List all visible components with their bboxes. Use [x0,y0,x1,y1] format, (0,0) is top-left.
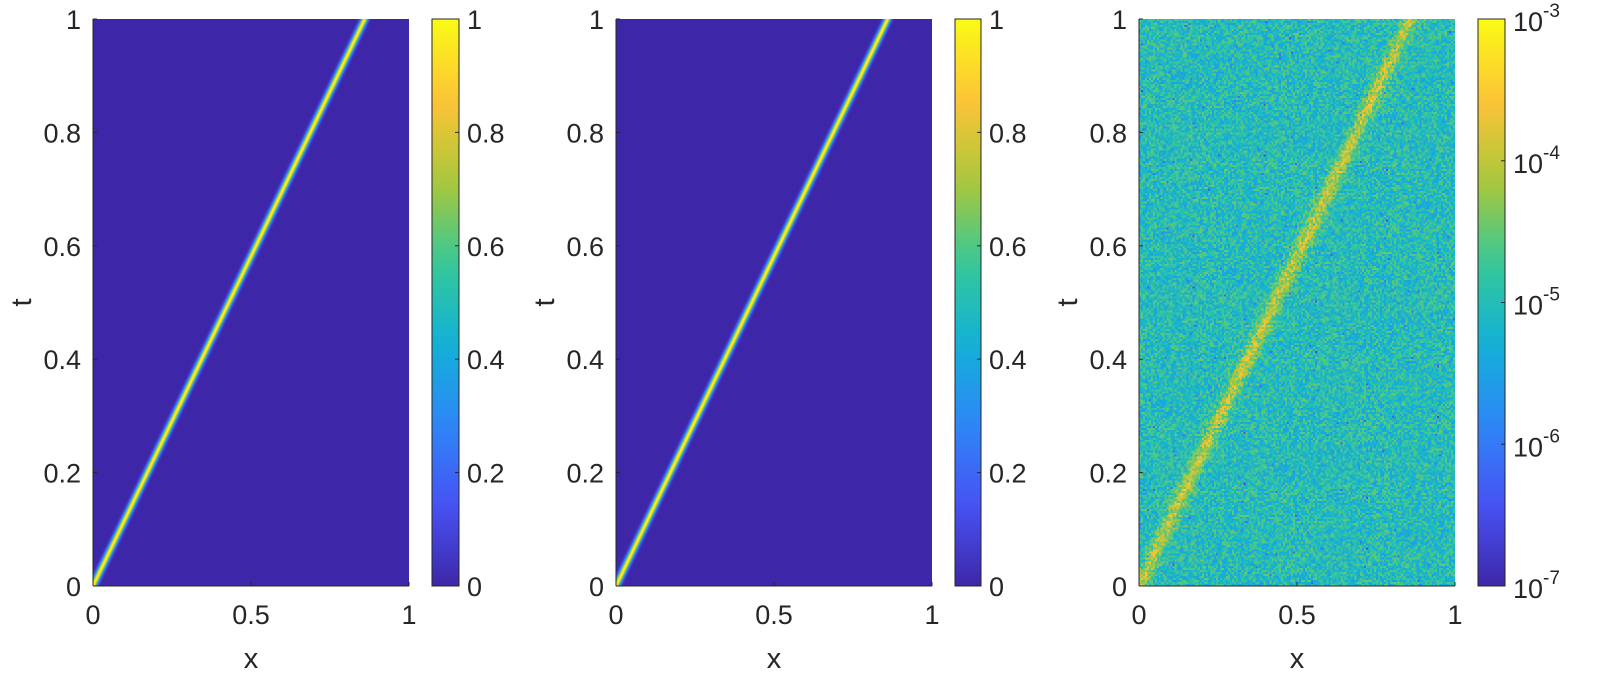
colorbar [1477,18,1506,587]
colorbar-tick-label: 0.6 [467,232,505,262]
x-tick-label: 1 [924,600,939,630]
x-tick-label: 0.5 [755,600,793,630]
colorbar-tick-label: 1 [989,5,1004,35]
y-tick-label: 1 [66,5,81,35]
x-tick-label: 0.5 [232,600,270,630]
y-tick-label: 0.2 [43,459,81,489]
colorbar-tick-label: 10-5 [1513,285,1560,321]
y-tick-label: 0.6 [43,232,81,262]
colorbar-tick-label: 10-7 [1513,568,1560,604]
colorbar-tick-label: 0 [989,572,1004,602]
colorbar-tick-label: 0.4 [989,345,1027,375]
y-tick-label: 0.4 [566,345,604,375]
y-tick-label: 1 [589,5,604,35]
colorbar [954,18,982,587]
colorbar-tick-label: 10-3 [1513,1,1560,37]
y-tick-label: 0 [66,572,81,602]
colorbar-tick-label: 0.4 [467,345,505,375]
x-tick-label: 1 [1447,600,1462,630]
y-tick-label: 0 [1112,572,1127,602]
colorbar [431,18,460,587]
y-axis-label: t [6,298,38,306]
heatmap-image [616,19,932,586]
colorbar-tick-label: 1 [467,5,482,35]
y-tick-label: 0.6 [1089,232,1127,262]
colorbar-tick-label: 0 [467,572,482,602]
x-axis-label: x [244,643,259,675]
chart-panel-2: 0 0.5 1 0 0.2 0.4 0.6 0.8 1 x t 0 0.2 0.4 0.6 0.8 1 [529,5,1027,675]
y-tick-label: 0.8 [566,118,604,148]
heatmap-image [1139,19,1455,586]
y-axis-label: t [529,298,561,306]
y-tick-label: 0.4 [1089,345,1127,375]
x-axis-label: x [1290,643,1305,675]
y-tick-label: 0.8 [43,118,81,148]
y-tick-label: 0 [589,572,604,602]
y-tick-label: 0.6 [566,232,604,262]
x-tick-label: 0.5 [1278,600,1316,630]
colorbar-tick-label: 0.6 [989,232,1027,262]
y-tick-label: 0.2 [566,459,604,489]
x-tick-label: 1 [401,600,416,630]
colorbar-tick-label: 0.2 [989,459,1027,489]
colorbar-tick-label: 10-6 [1513,426,1560,462]
y-tick-label: 0.8 [1089,118,1127,148]
colorbar-tick-label: 10-4 [1513,143,1560,179]
x-tick-label: 0 [85,600,100,630]
y-tick-label: 0.2 [1089,459,1127,489]
colorbar-tick-label: 0.8 [989,118,1027,148]
y-tick-label: 1 [1112,5,1127,35]
chart-panel-1: 0 0.5 1 0 0.2 0.4 0.6 0.8 1 x t 0 0.2 0.4 0.6 0.8 1 [6,5,505,675]
x-tick-label: 0 [1131,600,1146,630]
chart-panel-3: 0 0.5 1 0 0.2 0.4 0.6 0.8 1 x t 10-7 10-6 10-5 10-4 10-… [1052,1,1560,675]
heatmap-image [93,19,409,586]
colorbar-tick-label: 0.8 [467,118,505,148]
y-axis-label: t [1052,298,1084,306]
x-axis-label: x [767,643,782,675]
x-tick-label: 0 [608,600,623,630]
y-tick-label: 0.4 [43,345,81,375]
colorbar-tick-label: 0.2 [467,459,505,489]
